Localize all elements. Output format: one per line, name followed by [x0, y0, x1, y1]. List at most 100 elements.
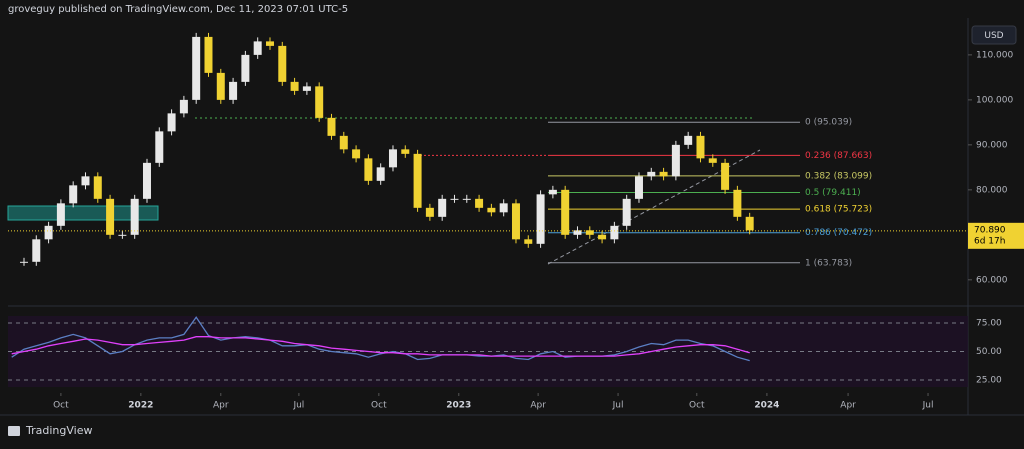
price-tick-label: 90.000	[976, 140, 1008, 150]
candle	[598, 234, 607, 240]
candle	[548, 189, 557, 195]
candle	[69, 185, 78, 204]
candle	[142, 162, 151, 199]
candle	[573, 230, 582, 235]
candle	[376, 167, 385, 181]
candle	[536, 194, 545, 244]
candle	[339, 135, 348, 150]
rsi-line	[11, 336, 750, 357]
currency-button[interactable]	[971, 25, 1017, 45]
candle	[708, 158, 717, 163]
candle	[585, 230, 594, 235]
candle	[388, 149, 397, 168]
fib-label: 0 (95.039)	[805, 118, 852, 128]
candle	[696, 135, 705, 159]
fib-label: 1 (63.783)	[805, 258, 852, 268]
fib-trendline	[547, 149, 761, 265]
candle	[499, 203, 508, 213]
candle	[302, 86, 311, 91]
candle	[130, 198, 139, 235]
time-tick-label: Jul	[612, 401, 624, 411]
candle	[634, 176, 643, 199]
candle	[659, 171, 668, 177]
currency-label[interactable]: USD	[984, 31, 1003, 41]
candle	[179, 99, 188, 114]
candle	[684, 135, 693, 145]
candle	[364, 158, 373, 181]
publish-header: groveguy published on TradingView.com, D…	[8, 4, 348, 15]
candle	[229, 81, 238, 100]
time-tick-label: Oct	[689, 401, 705, 411]
logo-mark	[8, 426, 20, 436]
rsi-tick-label: 50.00	[976, 347, 1002, 357]
time-tick-label: Jul	[292, 401, 304, 411]
candle	[450, 198, 459, 200]
time-tick-label: Jul	[922, 401, 934, 411]
candle	[561, 189, 570, 235]
fib-label: 0.618 (75.723)	[805, 205, 872, 215]
brand-logo	[8, 426, 20, 436]
time-tick-label: 2023	[446, 401, 471, 411]
candle	[167, 113, 176, 132]
candle	[44, 225, 53, 240]
candle	[81, 176, 90, 186]
last-price-label: 70.890	[974, 225, 1006, 235]
candle	[56, 203, 65, 226]
candle	[155, 131, 164, 163]
candle	[192, 36, 201, 100]
time-tick-label: Oct	[53, 401, 69, 411]
time-tick-label: Apr	[530, 401, 546, 411]
candle	[438, 198, 447, 217]
candle	[401, 149, 410, 154]
candle	[278, 45, 287, 82]
candle	[745, 216, 754, 231]
candle	[721, 162, 730, 190]
candle	[425, 207, 434, 217]
candle	[733, 189, 742, 217]
candle	[216, 72, 225, 100]
fib-label: 0.786 (70.472)	[805, 228, 872, 238]
candle	[118, 234, 127, 236]
price-tick-label: 100.000	[976, 95, 1013, 105]
rsi-tick-label: 25.00	[976, 376, 1002, 386]
candle	[610, 225, 619, 240]
candle	[315, 86, 324, 118]
candle	[524, 239, 533, 244]
candle	[327, 117, 336, 136]
candle	[93, 176, 102, 199]
price-tick-label: 80.000	[976, 185, 1008, 195]
candle	[462, 198, 471, 200]
last-price-tag	[968, 222, 1024, 249]
candle	[622, 198, 631, 226]
candle	[253, 41, 262, 55]
fib-label: 0.5 (79.411)	[805, 188, 861, 198]
candle	[671, 144, 680, 177]
candle	[241, 54, 250, 82]
candle	[487, 207, 496, 213]
time-tick-label: 2022	[128, 401, 153, 411]
candle	[511, 203, 520, 240]
candle	[265, 41, 274, 46]
fib-label: 0.236 (87.663)	[805, 151, 872, 161]
support-zone	[7, 205, 159, 221]
time-tick-label: Oct	[371, 401, 387, 411]
price-tick-label: 60.000	[976, 275, 1008, 285]
rsi-tick-label: 75.00	[976, 319, 1002, 329]
time-tick-label: Apr	[213, 401, 229, 411]
price-tick-label: 110.000	[976, 50, 1013, 60]
candle	[290, 81, 299, 91]
candle	[19, 261, 28, 263]
candle	[475, 198, 484, 208]
candle	[32, 239, 41, 262]
time-tick-label: 2024	[754, 401, 779, 411]
candle	[647, 171, 656, 177]
candle	[106, 198, 115, 235]
countdown-label: 6d 17h	[974, 236, 1005, 246]
candle	[204, 36, 213, 73]
candle	[352, 149, 361, 159]
brand-name: TradingView	[25, 424, 92, 437]
fib-label: 0.382 (83.099)	[805, 171, 872, 181]
time-tick-label: Apr	[840, 401, 856, 411]
candle	[413, 153, 422, 208]
